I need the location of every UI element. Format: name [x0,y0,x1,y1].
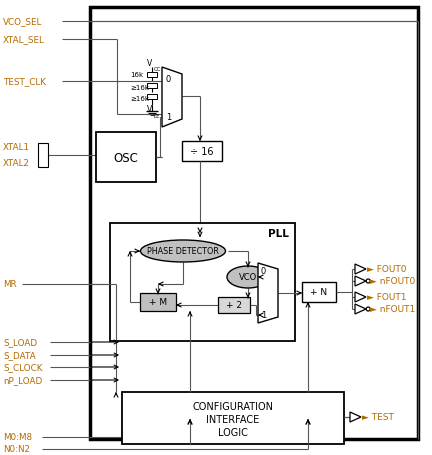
Text: INTERFACE: INTERFACE [206,414,260,424]
Text: XTAL1: XTAL1 [3,143,30,152]
Text: 0: 0 [166,74,171,83]
Text: ≥16k: ≥16k [130,96,149,102]
Text: S_CLOCK: S_CLOCK [3,363,42,372]
Bar [302,283,336,302]
Polygon shape [355,276,366,286]
Text: 1: 1 [261,311,266,320]
Polygon shape [355,293,366,302]
Text: PHASE DETECTOR: PHASE DETECTOR [147,247,219,256]
Text: + 2: + 2 [226,301,242,310]
Text: V: V [147,58,152,67]
Text: XTAL2: XTAL2 [3,158,30,167]
Bar [140,293,176,311]
Text: N0:N2: N0:N2 [3,445,30,454]
Polygon shape [258,263,278,324]
Text: CONFIGURATION: CONFIGURATION [193,401,273,411]
Polygon shape [162,68,182,128]
Text: XTAL_SEL: XTAL_SEL [3,35,45,45]
Text: MR: MR [3,280,16,289]
Text: OSC: OSC [114,151,138,164]
Bar [90,8,418,439]
Text: CC: CC [154,67,161,72]
Text: nP_LOAD: nP_LOAD [3,376,42,384]
Text: 1: 1 [166,113,171,122]
Text: ► FOUT0: ► FOUT0 [367,265,407,274]
Polygon shape [355,304,366,314]
Polygon shape [355,264,366,274]
Polygon shape [350,412,361,422]
Text: S_LOAD: S_LOAD [3,338,37,347]
Text: VCO_SEL: VCO_SEL [3,17,42,26]
Bar [147,73,157,78]
Circle shape [366,307,370,311]
Bar [110,223,295,341]
Text: VCO: VCO [239,273,257,282]
Text: PLL: PLL [268,228,289,238]
Text: ► nFOUT1: ► nFOUT1 [370,305,415,314]
Text: TEST_CLK: TEST_CLK [3,77,46,86]
Bar [218,298,250,313]
Ellipse shape [140,241,226,263]
Bar [38,144,48,167]
Text: ► TEST: ► TEST [362,413,394,422]
Text: ÷ 16: ÷ 16 [190,147,214,157]
Text: V: V [147,105,152,114]
Text: + M: + M [149,298,167,307]
Text: ► nFOUT0: ► nFOUT0 [370,277,415,286]
Text: + N: + N [311,288,327,297]
Bar [182,142,222,162]
Text: EE: EE [154,114,161,119]
Bar [96,133,156,182]
Bar [147,95,157,100]
Text: ► FOUT1: ► FOUT1 [367,293,407,302]
Bar [122,392,344,444]
Bar [147,84,157,89]
Ellipse shape [227,267,269,288]
Text: S_DATA: S_DATA [3,351,36,360]
Text: LOGIC: LOGIC [218,427,248,437]
Text: ≥16k: ≥16k [130,85,149,91]
Text: 0: 0 [261,267,266,276]
Text: 16k: 16k [130,72,143,78]
Circle shape [366,279,370,283]
Text: M0:M8: M0:M8 [3,433,32,441]
